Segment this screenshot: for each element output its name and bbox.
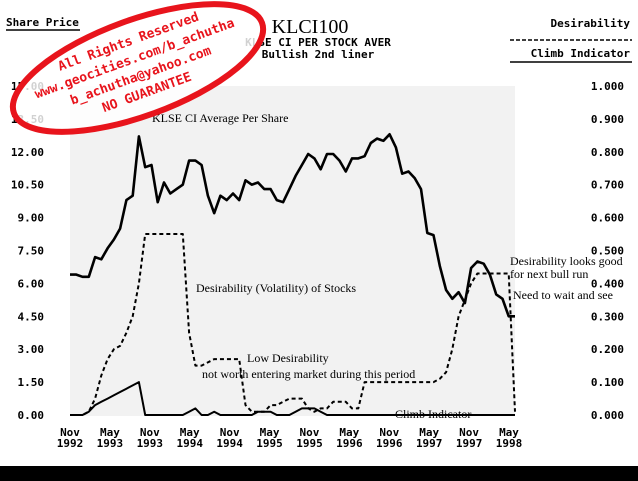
- x-tick-label-year: 1992: [57, 437, 84, 450]
- left-tick-label: 7.50: [18, 245, 45, 258]
- annotation-low-desirability-2: not worth entering market during this pe…: [202, 367, 415, 381]
- x-tick-label-year: 1993: [97, 437, 124, 450]
- right-tick-label: 0.200: [591, 343, 624, 356]
- right-axis-ticks: 0.000 0.100 0.200 0.300 0.400 0.500 0.600 0.700…: [591, 80, 624, 422]
- x-tick-label-year: 1995: [296, 437, 323, 450]
- left-axis-label: Share Price: [6, 16, 79, 29]
- plot-area: [70, 86, 515, 416]
- annotation-climb-indicator: Climb Indicator: [395, 407, 471, 421]
- x-tick-label-year: 1995: [256, 437, 283, 450]
- x-tick-label-year: 1996: [336, 437, 363, 450]
- x-tick-label-month: May: [260, 426, 280, 439]
- series-line-klse-ci-average: [70, 133, 515, 318]
- annotation-need-wait: Need to wait and see: [513, 288, 613, 302]
- series-line-climb-indicator: [70, 381, 515, 416]
- annotation-low-desirability-1: Low Desirability: [247, 351, 329, 365]
- left-tick-label: 1.50: [18, 376, 45, 389]
- right-tick-label: 0.400: [591, 277, 624, 290]
- watermark-ellipse: [9, 1, 267, 135]
- x-tick-label-month: Nov: [140, 426, 160, 439]
- x-axis-ticks: Nov1992May1993Nov1993May1994Nov1994May19…: [57, 426, 523, 450]
- right-tick-label: 0.600: [591, 212, 624, 225]
- x-tick-label-month: May: [100, 426, 120, 439]
- right-tick-label: 0.000: [591, 409, 624, 422]
- right-tick-label: 0.700: [591, 179, 624, 192]
- right-tick-label: 0.100: [591, 376, 624, 389]
- bottom-bar: [0, 466, 638, 481]
- right-axis-label-desirability: Desirability: [551, 17, 631, 30]
- annotation-desirability-good-2: for next bull run: [510, 267, 588, 281]
- x-tick-label-year: 1997: [456, 437, 483, 450]
- annotation-desirability-good-1: Desirability looks good: [510, 254, 623, 268]
- x-tick-label-month: Nov: [300, 426, 320, 439]
- x-tick-label-month: Nov: [459, 426, 479, 439]
- x-tick-label-year: 1993: [137, 437, 164, 450]
- x-tick-label-year: 1994: [176, 437, 203, 450]
- right-tick-label: 0.300: [591, 310, 624, 323]
- right-tick-label: 0.800: [591, 146, 624, 159]
- chart-subtitle-1: KLSE CI PER STOCK AVER: [245, 36, 391, 49]
- watermark-stamp: All Rights Reserved www.geocities.com/b_…: [9, 1, 267, 135]
- x-tick-label-year: 1997: [416, 437, 443, 450]
- left-tick-label: 9.00: [18, 212, 45, 225]
- annotation-klse: KLSE CI Average Per Share: [152, 111, 288, 125]
- x-tick-label-month: Nov: [220, 426, 240, 439]
- x-tick-label-month: Nov: [379, 426, 399, 439]
- left-tick-label: 6.00: [18, 277, 45, 290]
- x-tick-label-year: 1994: [216, 437, 243, 450]
- left-tick-label: 10.50: [11, 179, 44, 192]
- left-tick-label: 4.50: [18, 310, 45, 323]
- x-tick-label-year: 1996: [376, 437, 403, 450]
- right-tick-label: 0.500: [591, 245, 624, 258]
- chart-subtitle-2: Bullish 2nd liner: [262, 48, 375, 61]
- series-layer: [70, 133, 516, 416]
- x-tick-label-month: May: [499, 426, 519, 439]
- right-tick-label: 0.900: [591, 113, 624, 126]
- right-axis-label-climb: Climb Indicator: [531, 47, 631, 60]
- x-tick-label-month: May: [180, 426, 200, 439]
- left-tick-label: 3.00: [18, 343, 45, 356]
- left-tick-label: 0.00: [18, 409, 45, 422]
- series-line-desirability: [70, 233, 516, 416]
- x-tick-label-month: May: [339, 426, 359, 439]
- x-tick-label-month: Nov: [60, 426, 80, 439]
- chart-title: KLCI100: [272, 16, 349, 38]
- x-tick-label-month: May: [419, 426, 439, 439]
- annotation-desirability: Desirability (Volatility) of Stocks: [196, 281, 356, 295]
- left-tick-label: 12.00: [11, 146, 44, 159]
- x-tick-label-year: 1998: [496, 437, 523, 450]
- right-tick-label: 1.000: [591, 80, 624, 93]
